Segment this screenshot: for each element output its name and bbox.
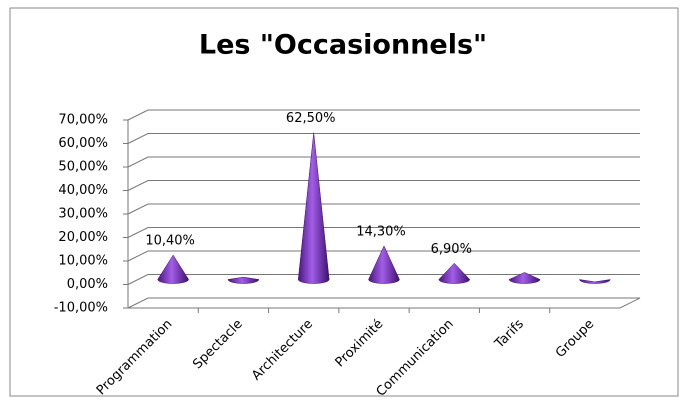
y-tick-label: 10,00% xyxy=(58,254,108,269)
cone xyxy=(227,276,260,284)
floor-edge xyxy=(128,297,641,309)
cone xyxy=(508,272,541,284)
x-tick-label: Proximité xyxy=(333,317,387,371)
data-label: 62,50% xyxy=(286,111,336,126)
x-tick-label: Tarifs xyxy=(492,317,528,353)
grid-line xyxy=(127,203,640,215)
grid-line xyxy=(127,109,640,121)
y-tick-label: 20,00% xyxy=(58,230,108,245)
grid-line xyxy=(127,156,640,168)
grid-line xyxy=(127,274,640,285)
cone xyxy=(368,245,400,284)
grid-line xyxy=(127,133,640,144)
data-label: 10,40% xyxy=(145,234,195,249)
y-tick-label: 70,00% xyxy=(58,113,108,128)
y-tick-label: 50,00% xyxy=(58,160,108,175)
y-tick-label: -10,00% xyxy=(54,301,108,316)
cone xyxy=(438,262,470,284)
x-tick-label: Programmation xyxy=(94,317,176,399)
y-tick-label: 40,00% xyxy=(58,183,108,198)
cone xyxy=(298,132,330,284)
grid-line xyxy=(127,227,640,238)
cone xyxy=(579,279,611,284)
x-tick-label: Communication xyxy=(374,317,457,400)
y-tick-label: 0,00% xyxy=(67,277,108,292)
y-tick-label: 60,00% xyxy=(58,136,108,151)
grid-line xyxy=(127,250,640,262)
x-tick-label: Architecture xyxy=(249,317,316,384)
chart-title: Les "Occasionnels" xyxy=(199,30,487,61)
data-label: 6,90% xyxy=(431,242,472,257)
chart-frame xyxy=(9,7,679,397)
x-tick-label: Groupe xyxy=(553,317,597,361)
data-label: 14,30% xyxy=(356,224,406,239)
x-tick-label: Spectacle xyxy=(190,317,245,372)
grid-line xyxy=(127,297,640,309)
grid-line xyxy=(127,180,640,191)
cone xyxy=(157,254,189,284)
y-tick-label: 30,00% xyxy=(58,207,108,222)
